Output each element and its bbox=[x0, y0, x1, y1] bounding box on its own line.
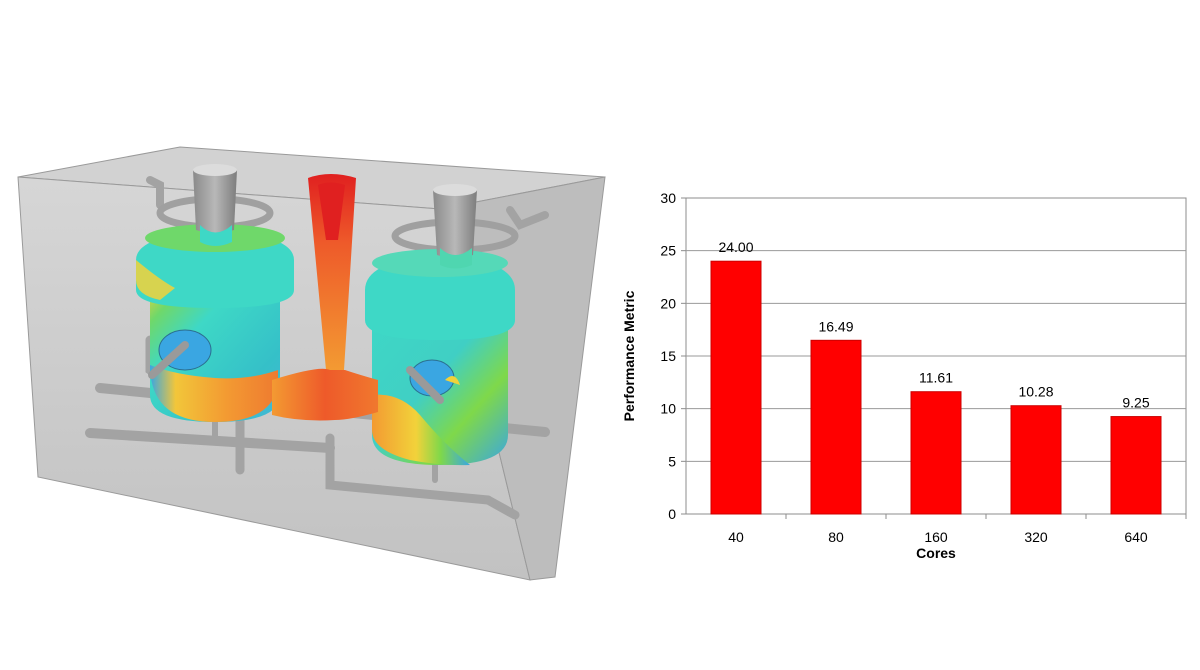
chart-svg: 0 5 10 15 20 25 30 24.00 16.49 11.61 10.28 9.25 40… bbox=[621, 190, 1187, 561]
riser-tops bbox=[193, 164, 477, 269]
bars bbox=[710, 260, 1162, 515]
data-label-640: 9.25 bbox=[1122, 395, 1149, 411]
y-axis-title: Performance Metric bbox=[621, 290, 637, 421]
sprue-and-runner bbox=[272, 174, 378, 421]
x-tick-label-320: 320 bbox=[1024, 529, 1048, 545]
y-tick-label: 25 bbox=[660, 243, 676, 259]
x-tick-label-160: 160 bbox=[924, 529, 948, 545]
bar-320 bbox=[1010, 405, 1062, 515]
y-axis-ticks: 0 5 10 15 20 25 30 bbox=[660, 190, 686, 522]
y-tick-label: 10 bbox=[660, 401, 676, 417]
x-axis-title: Cores bbox=[916, 545, 956, 561]
x-tick-label-40: 40 bbox=[728, 529, 744, 545]
y-tick-label: 30 bbox=[660, 190, 676, 206]
data-label-40: 24.00 bbox=[718, 239, 753, 255]
y-tick-label: 15 bbox=[660, 348, 676, 364]
right-cylinder-casting bbox=[365, 249, 515, 466]
performance-bar-chart: 0 5 10 15 20 25 30 24.00 16.49 11.61 10.28 9.25 40… bbox=[610, 180, 1190, 570]
x-tick-label-640: 640 bbox=[1124, 529, 1148, 545]
data-label-80: 16.49 bbox=[818, 318, 853, 334]
x-axis-ticks: 40 80 160 320 640 bbox=[728, 514, 1187, 545]
y-tick-label: 0 bbox=[668, 506, 676, 522]
bar-40 bbox=[710, 260, 762, 515]
data-labels: 24.00 16.49 11.61 10.28 9.25 bbox=[718, 239, 1149, 410]
y-tick-label: 20 bbox=[660, 295, 676, 311]
bar-640 bbox=[1110, 416, 1162, 515]
casting-render-svg bbox=[17, 146, 606, 581]
data-label-160: 11.61 bbox=[919, 370, 953, 386]
bar-160 bbox=[910, 391, 962, 515]
bar-80 bbox=[810, 339, 862, 515]
data-label-320: 10.28 bbox=[1018, 384, 1053, 400]
casting-simulation-render bbox=[0, 130, 610, 600]
x-tick-label-80: 80 bbox=[828, 529, 844, 545]
left-cylinder-casting bbox=[136, 224, 294, 422]
y-tick-label: 5 bbox=[668, 453, 676, 469]
